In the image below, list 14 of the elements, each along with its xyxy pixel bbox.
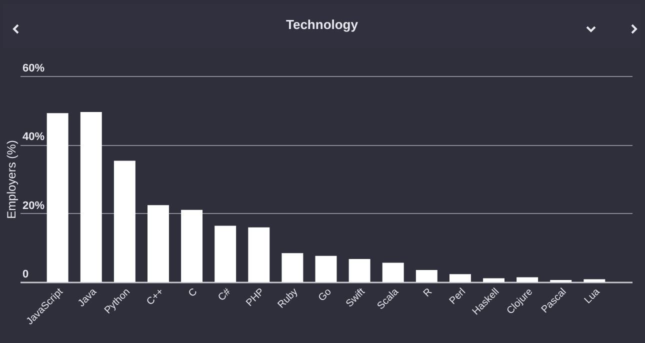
y-tick-label: 60%: [22, 62, 45, 74]
y-tick-label: 40%: [22, 131, 45, 144]
x-tick-label: Lua: [582, 286, 603, 306]
x-tick-label: C++: [144, 286, 166, 308]
y-tick-label: 0: [22, 268, 29, 280]
chart-title: Technology: [285, 17, 359, 32]
x-tick-label: C#: [216, 286, 234, 304]
x-tick-label: Go: [316, 286, 334, 304]
x-tick-label: R: [422, 286, 434, 300]
x-tick-label: Perl: [448, 286, 468, 307]
y-tick-label: 20%: [22, 200, 45, 212]
x-tick-label: C: [186, 286, 200, 300]
x-tick-label: Java: [76, 286, 100, 310]
y-axis-title: Employers (%): [4, 140, 18, 219]
